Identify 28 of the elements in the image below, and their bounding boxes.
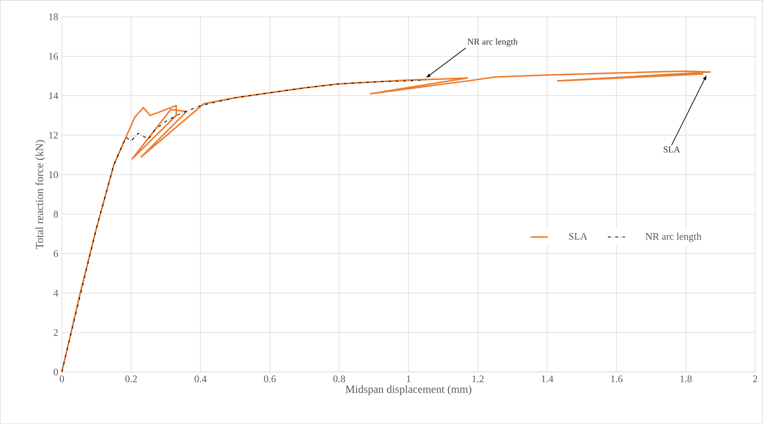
- legend-label: NR arc length: [646, 232, 702, 242]
- line-series: [61, 80, 426, 372]
- y-tick-label: 12: [49, 132, 58, 139]
- y-tick-label: 10: [49, 171, 58, 178]
- y-tick-label: 14: [49, 92, 58, 100]
- x-tick-label: 2: [753, 376, 758, 382]
- y-tick-label: 2: [54, 329, 58, 336]
- y-tick-label: 16: [49, 53, 58, 60]
- x-tick-label: 0: [60, 376, 64, 382]
- y-tick-label: 0: [54, 368, 58, 376]
- annotation: NR arc length: [467, 38, 518, 47]
- x-tick-label: 1.2: [472, 376, 484, 382]
- x-tick-label: 1.8: [680, 376, 692, 382]
- y-tick-label: 4: [53, 290, 58, 296]
- x-tick-label: 0.2: [125, 376, 137, 382]
- y-axis-title: Total reaction force (kN): [35, 140, 46, 250]
- x-tick-label: 1: [406, 376, 410, 382]
- y-tick-label: 18: [49, 14, 58, 20]
- x-tick-label: 1.4: [542, 376, 554, 382]
- x-axis-title: Midspan displacement (mm): [346, 385, 472, 396]
- annotation: SLA: [664, 146, 680, 153]
- y-tick-label: 8: [54, 210, 58, 218]
- x-tick-label: 0.8: [333, 376, 346, 382]
- x-tick-label: 0.6: [264, 376, 276, 382]
- x-tick-label: 0.4: [194, 376, 207, 382]
- legend-label: SLA: [569, 233, 588, 240]
- x-tick-label: 1.6: [611, 376, 622, 382]
- y-tick-label: 6: [54, 250, 58, 258]
